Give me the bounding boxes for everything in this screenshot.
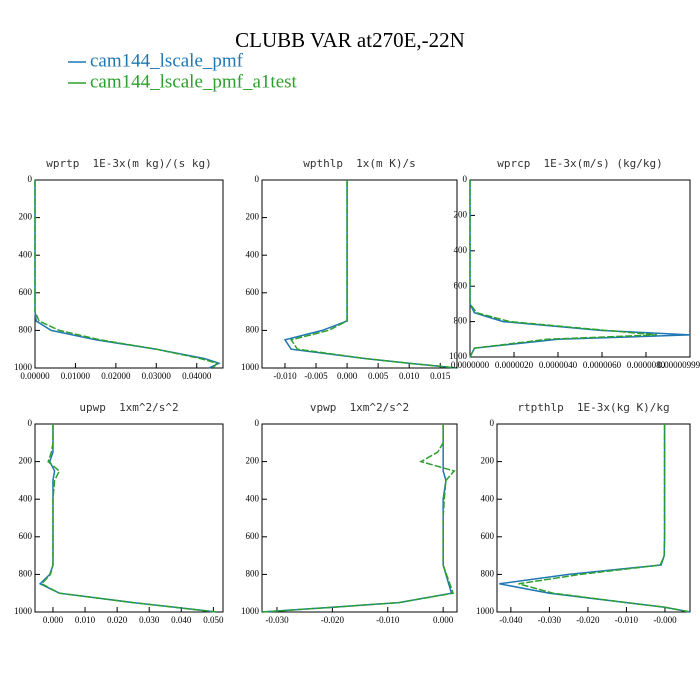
x-tick-label: -0.020 [576,615,600,625]
y-tick-label: 1000 [14,606,33,616]
panel-title: rtpthlp 1E-3x(kg K)/kg [517,401,669,414]
plot-frame [34,179,224,369]
x-tick-label: 0.005 [368,371,389,381]
panel-title: wpthlp 1x(m K)/s [303,157,416,170]
y-tick-label: 400 [246,249,260,259]
x-tick-label: -0.030 [265,615,289,625]
y-tick-label: 0 [28,418,33,428]
y-tick-label: 600 [454,280,468,290]
plot-frame [469,179,691,358]
series-line [261,424,453,613]
y-tick-label: 0 [255,418,260,428]
y-tick-label: 800 [19,324,33,334]
panel-title: wprtp 1E-3x(m kg)/(s kg) [46,157,212,170]
y-tick-label: 800 [454,316,468,326]
y-tick-label: 600 [246,531,260,541]
series-line [283,180,458,369]
y-tick-label: 200 [246,212,260,222]
y-tick-label: 1000 [241,606,260,616]
y-tick-label: 400 [246,493,260,503]
legend-label: cam144_lscale_pmf_a1test [90,71,298,92]
y-tick-label: 1000 [14,362,33,372]
x-tick-label: 0.03000 [142,371,172,381]
x-tick-label: -0.010 [273,371,297,381]
x-tick-label: 0.010 [75,615,96,625]
y-tick-label: 800 [246,568,260,578]
x-tick-label: 0.000 [43,615,64,625]
series-line [469,180,658,358]
y-tick-label: 600 [19,287,33,297]
series-line [38,424,217,613]
x-tick-label: 0.0000020 [495,360,534,370]
x-tick-label: -0.010 [376,615,400,625]
x-tick-label: 0.0000000 [451,360,490,370]
x-tick-label: 0.04000 [182,371,212,381]
y-tick-label: 600 [481,531,495,541]
y-tick-label: 600 [246,287,260,297]
y-tick-label: 0 [490,418,495,428]
y-tick-label: 1000 [241,362,260,372]
x-tick-label: -0.020 [321,615,345,625]
panel-title: vpwp 1xm^2/s^2 [310,401,409,414]
y-tick-label: 800 [246,324,260,334]
x-tick-label: 0.0000099999980 [657,360,700,370]
plot-frame [261,423,458,613]
x-tick-label: -0.040 [499,615,523,625]
y-tick-label: 400 [481,493,495,503]
series-line [34,180,219,369]
plot-frame [34,423,224,613]
y-tick-label: 200 [19,456,33,466]
y-tick-label: 600 [19,531,33,541]
x-tick-label: 0.010 [399,371,420,381]
x-tick-label: 0.0000060 [583,360,622,370]
y-tick-label: 200 [246,456,260,466]
x-tick-label: -0.005 [304,371,328,381]
y-tick-label: 400 [19,249,33,259]
x-tick-label: -0.010 [615,615,639,625]
y-tick-label: 1000 [449,351,468,361]
y-tick-label: 0 [28,174,33,184]
x-tick-label: 0.000 [337,371,358,381]
series-line [518,424,691,613]
series-line [289,180,458,369]
x-tick-label: -0.000 [653,615,677,625]
y-tick-label: 800 [19,568,33,578]
x-tick-label: 0.030 [139,615,160,625]
y-tick-label: 0 [463,174,468,184]
series-line [499,424,691,613]
y-tick-label: 200 [454,209,468,219]
x-tick-label: 0.015 [430,371,451,381]
x-tick-label: 0.02000 [101,371,131,381]
y-tick-label: 400 [454,245,468,255]
x-tick-label: 0.020 [107,615,128,625]
x-tick-label: 0.0000080 [627,360,666,370]
legend-label: cam144_lscale_pmf [90,50,244,71]
y-tick-label: 200 [481,456,495,466]
y-tick-label: 800 [481,568,495,578]
x-tick-label: 0.00000 [20,371,50,381]
y-tick-label: 0 [255,174,260,184]
y-tick-label: 1000 [476,606,495,616]
series-line [40,424,217,613]
series-line [469,180,691,358]
series-line [34,180,221,369]
plot-frame [261,179,458,369]
series-line [261,424,456,613]
panel-title: upwp 1xm^2/s^2 [79,401,178,414]
plot-frame [496,423,691,613]
y-tick-label: 200 [19,212,33,222]
x-tick-label: 0.01000 [61,371,91,381]
y-tick-label: 400 [19,493,33,503]
panel-title: wprcp 1E-3x(m/s) (kg/kg) [497,157,663,170]
x-tick-label: 0.050 [203,615,224,625]
figure-title: CLUBB VAR at270E,-22N [235,28,465,52]
x-tick-label: 0.040 [171,615,192,625]
x-tick-label: -0.030 [538,615,562,625]
x-tick-label: 0.0000040 [539,360,578,370]
x-tick-label: 0.000 [433,615,454,625]
